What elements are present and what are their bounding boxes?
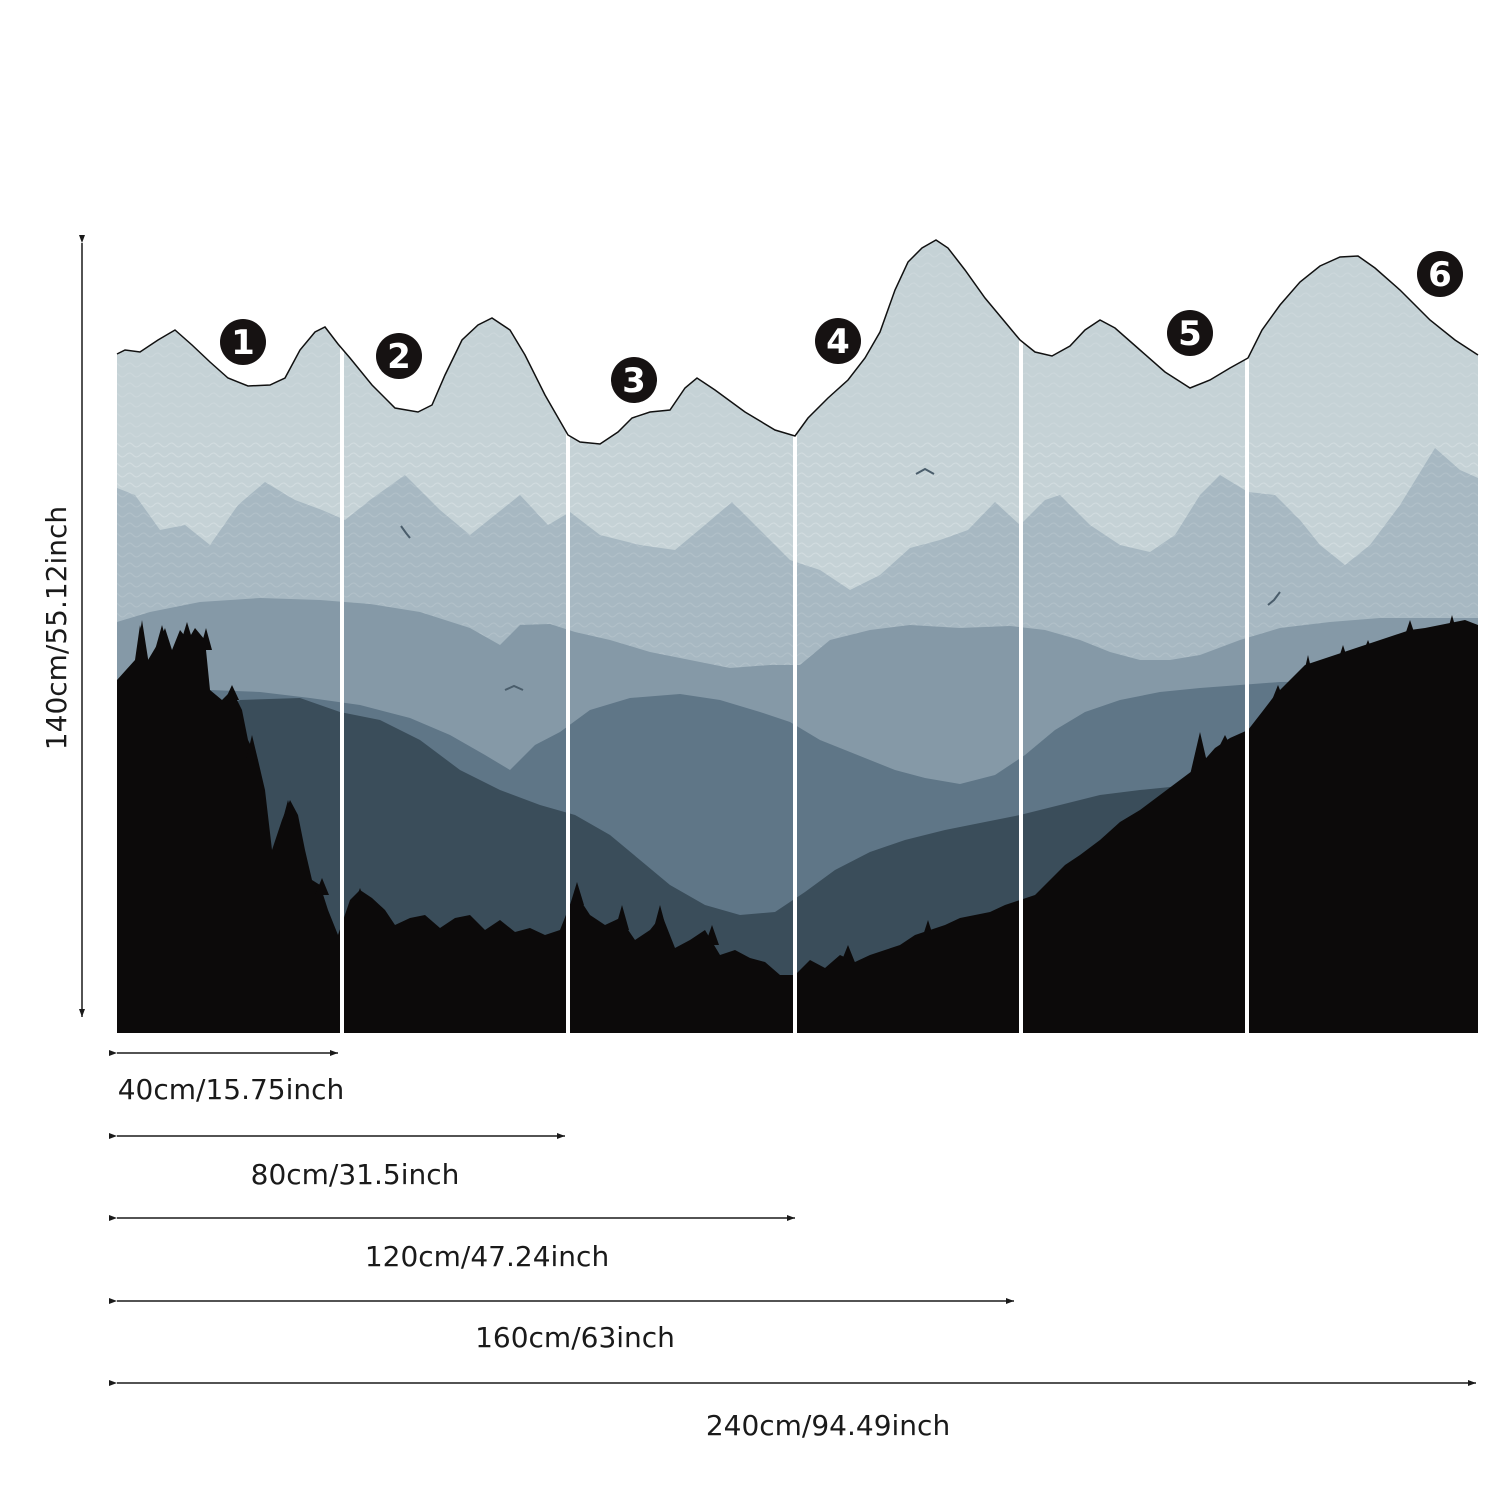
mural-artwork bbox=[117, 240, 1478, 1033]
panel-number-5: 5 bbox=[1178, 314, 1202, 354]
width-label-40cm: 40cm/15.75inch bbox=[118, 1073, 345, 1106]
height-label: 140cm/55.12inch bbox=[40, 506, 73, 750]
mural-outline bbox=[116, 239, 1479, 445]
panel-badge-5: 5 bbox=[1167, 310, 1213, 356]
width-label-160cm: 160cm/63inch bbox=[475, 1321, 675, 1354]
panel-badge-2: 2 bbox=[376, 333, 422, 379]
panel-badges: 1 2 3 4 5 6 bbox=[220, 251, 1463, 403]
panel-number-1: 1 bbox=[231, 323, 255, 363]
tree-silhouettes bbox=[135, 615, 1459, 965]
width-dimensions: 40cm/15.75inch 80cm/31.5inch 120cm/47.24… bbox=[109, 1050, 1476, 1442]
foreground-forest bbox=[117, 620, 1478, 1033]
width-label-240cm: 240cm/94.49inch bbox=[706, 1409, 950, 1442]
panel-badge-4: 4 bbox=[815, 318, 861, 364]
panel-number-4: 4 bbox=[826, 322, 850, 362]
panel-number-2: 2 bbox=[387, 337, 411, 377]
width-label-80cm: 80cm/31.5inch bbox=[251, 1158, 460, 1191]
panel-badge-6: 6 bbox=[1417, 251, 1463, 297]
panel-badge-3: 3 bbox=[611, 357, 657, 403]
height-dimension: 140cm/55.12inch bbox=[40, 235, 85, 1017]
panel-number-6: 6 bbox=[1428, 255, 1452, 295]
panel-number-3: 3 bbox=[622, 361, 646, 401]
width-label-120cm: 120cm/47.24inch bbox=[365, 1240, 609, 1273]
bird-silhouettes bbox=[400, 467, 1281, 691]
panel-badge-1: 1 bbox=[220, 319, 266, 365]
